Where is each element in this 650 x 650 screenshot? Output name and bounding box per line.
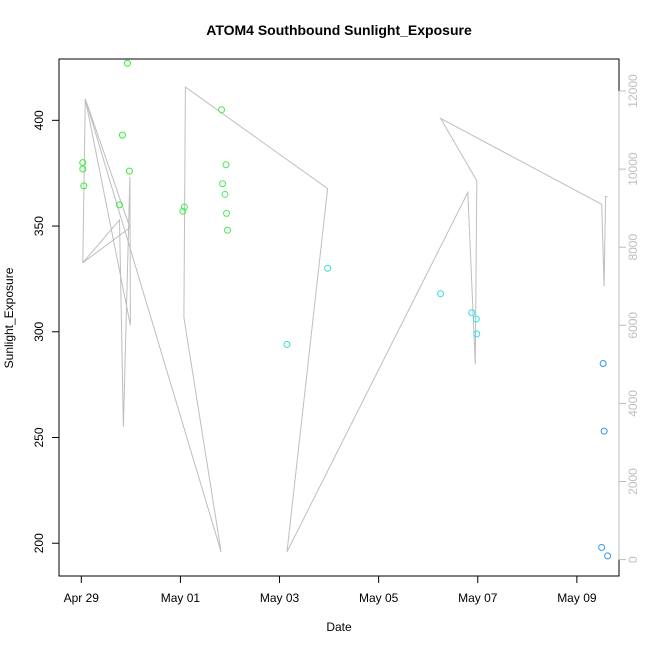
data-point	[223, 226, 231, 234]
y-tick-label: 250	[32, 427, 46, 447]
point-series	[79, 59, 612, 560]
plot-frame	[58, 58, 620, 577]
y-tick-label: 350	[32, 216, 46, 236]
x-tick-label: May 01	[161, 591, 201, 605]
x-tick-label: May 07	[458, 591, 498, 605]
data-point	[123, 59, 131, 67]
line-series-path	[82, 86, 608, 553]
line-series	[82, 86, 608, 553]
x-axis-label: Date	[326, 620, 352, 634]
x-tick-label: May 09	[557, 591, 597, 605]
chart-title: ATOM4 Southbound Sunlight_Exposure	[206, 22, 472, 38]
data-point	[80, 182, 88, 190]
data-point	[115, 201, 123, 209]
x-axis: Apr 29 May 01 May 03 May 05 May 07 May 09	[64, 575, 597, 605]
data-point	[79, 159, 87, 167]
data-point	[118, 131, 126, 139]
data-point	[604, 552, 612, 560]
y-axis-right: 0 2000 4000 6000 8000 10000 12000	[618, 74, 640, 563]
data-point	[598, 543, 606, 551]
data-point	[221, 190, 229, 198]
y-tick-label: 300	[32, 321, 46, 341]
data-point	[179, 207, 187, 215]
data-point	[468, 309, 476, 317]
x-tick-label: Apr 29	[64, 591, 100, 605]
x-tick-label: May 05	[359, 591, 399, 605]
data-point	[222, 161, 230, 169]
data-point	[223, 209, 231, 217]
data-point	[473, 330, 481, 338]
data-point	[600, 427, 608, 435]
x-tick-label: May 03	[260, 591, 300, 605]
data-point	[324, 264, 332, 272]
y2-tick-label: 4000	[626, 390, 640, 417]
data-point	[180, 203, 188, 211]
y2-tick-label: 6000	[626, 312, 640, 339]
data-point	[219, 180, 227, 188]
y2-tick-label: 12000	[626, 74, 640, 108]
y2-tick-label: 2000	[626, 468, 640, 495]
y-axis-label: Sunlight_Exposure	[2, 267, 16, 368]
data-point	[283, 340, 291, 348]
data-point	[125, 167, 133, 175]
data-point	[218, 106, 226, 114]
y2-tick-label: 10000	[626, 152, 640, 186]
y-tick-label: 200	[32, 533, 46, 553]
y-tick-label: 400	[32, 110, 46, 130]
data-point	[472, 315, 480, 323]
data-point	[599, 359, 607, 367]
data-point	[437, 290, 445, 298]
y-axis-left: 200 250 300 350 400	[32, 110, 60, 553]
y2-tick-label: 0	[626, 556, 640, 563]
data-point	[79, 165, 87, 173]
y2-tick-label: 8000	[626, 234, 640, 261]
